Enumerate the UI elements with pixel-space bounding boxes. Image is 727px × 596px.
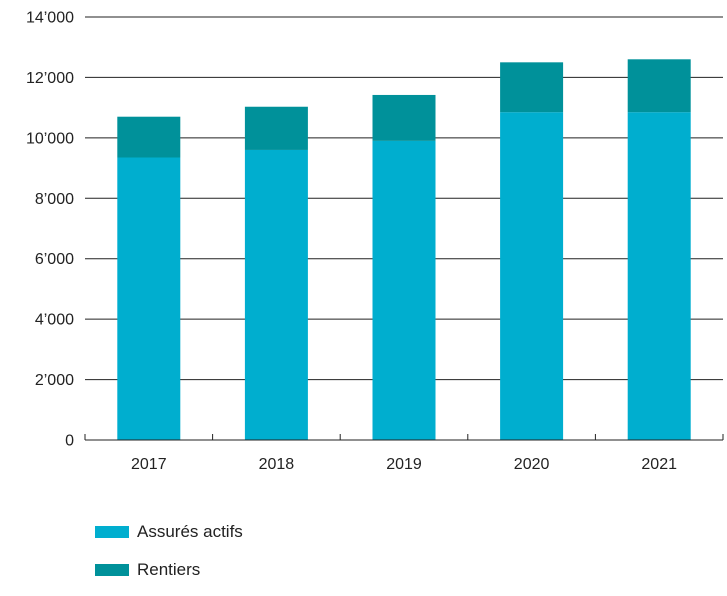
bar-rentiers-2019 (372, 94, 436, 141)
y-tick-label: 0 (65, 433, 74, 450)
y-tick-label: 14’000 (26, 10, 74, 27)
bar-assures-actifs-2017 (117, 157, 181, 440)
x-tick-label: 2020 (514, 456, 550, 473)
x-tick-label: 2017 (131, 456, 167, 473)
legend-label-assures-actifs: Assurés actifs (137, 522, 243, 541)
x-tick-label: 2021 (641, 456, 677, 473)
x-axis (84, 434, 724, 441)
bar-assures-actifs-2020 (500, 112, 564, 441)
y-tick-label: 8’000 (35, 191, 74, 208)
y-tick-label: 4’000 (35, 312, 74, 329)
bar-assures-actifs-2018 (244, 149, 308, 440)
legend-item-assures-actifs: Assurés actifs (95, 520, 243, 544)
bar-rentiers-2018 (244, 106, 308, 150)
y-tick-label: 6’000 (35, 251, 74, 268)
y-tick-label: 12’000 (26, 70, 74, 87)
x-tick-label: 2018 (259, 456, 295, 473)
legend: Assurés actifs Rentiers (95, 520, 243, 596)
bar-rentiers-2021 (627, 59, 691, 113)
bar-rentiers-2017 (117, 116, 181, 158)
y-tick-label: 2’000 (35, 372, 74, 389)
bar-rentiers-2020 (500, 62, 564, 113)
legend-swatch-rentiers (95, 564, 129, 576)
stacked-bar-chart: 02’0004’0006’0008’00010’00012’00014’000 … (26, 10, 724, 473)
legend-swatch-assures-actifs (95, 526, 129, 538)
bars (117, 59, 691, 441)
legend-item-rentiers: Rentiers (95, 558, 243, 582)
x-axis-labels: 2017 2018 2019 2020 2021 (131, 456, 677, 473)
bar-assures-actifs-2019 (372, 140, 436, 440)
bar-assures-actifs-2021 (627, 112, 691, 441)
x-tick-label: 2019 (386, 456, 422, 473)
y-tick-label: 10’000 (26, 130, 74, 147)
y-axis-labels: 0 2’000 4’000 6’000 8’000 10’000 12’000 14’000 (26, 10, 74, 450)
legend-label-rentiers: Rentiers (137, 560, 201, 579)
